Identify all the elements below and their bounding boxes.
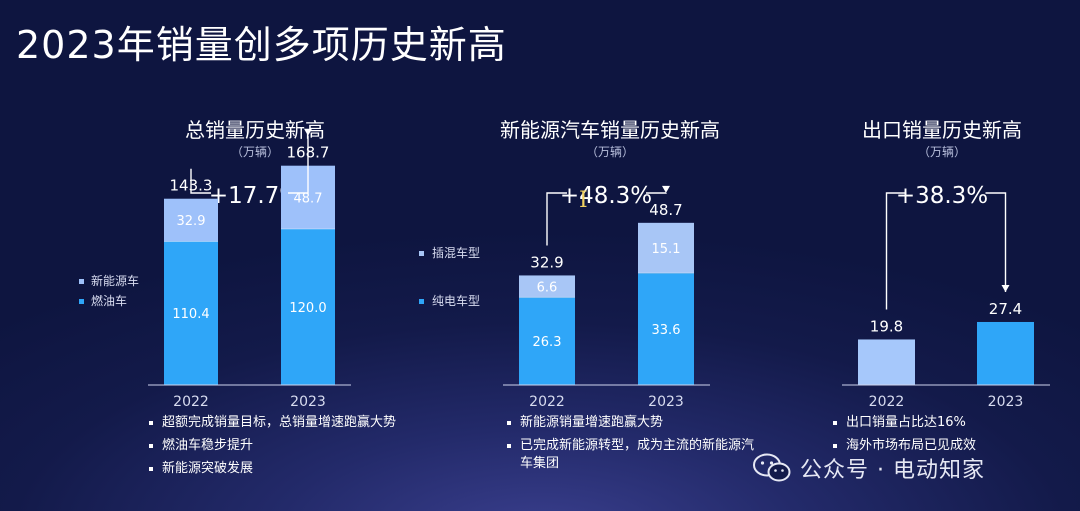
- watermark: 公众号 · 电动知家: [752, 452, 985, 484]
- bullet-item: 超额完成销量目标，总销量增速跑赢大势: [148, 414, 418, 432]
- data-label: 6.6: [537, 280, 558, 295]
- data-label: 26.3: [533, 335, 562, 350]
- data-label: 120.0: [289, 301, 326, 316]
- legend-swatch-ice: [79, 299, 84, 304]
- data-label: 48.7: [294, 191, 323, 206]
- bar-segment: [638, 273, 694, 385]
- bar-segment: [164, 198, 218, 242]
- watermark-text: 公众号 · 电动知家: [800, 458, 985, 483]
- total-label: 32.9: [530, 253, 563, 271]
- bar-segment: [281, 229, 335, 385]
- text-cursor-icon: I: [579, 188, 588, 213]
- bar-segment: [164, 241, 218, 385]
- legend-swatch-bev: [419, 299, 424, 304]
- growth-bracket: [546, 192, 667, 246]
- chart-unit: （万辆）: [918, 145, 966, 159]
- legend-label-bev: 纯电车型: [432, 293, 480, 308]
- x-tick-label: 2023: [290, 394, 326, 410]
- bullet-item: 新能源突破发展: [148, 460, 418, 478]
- growth-label: +48.3%: [560, 183, 652, 209]
- total-label: 19.8: [870, 317, 903, 335]
- x-tick-label: 2022: [173, 394, 209, 410]
- bullet-item: 新能源销量增速跑赢大势: [506, 414, 758, 432]
- total-label: 27.4: [989, 300, 1022, 318]
- arrow-head: [304, 128, 312, 136]
- legend-label-ice: 燃油车: [91, 293, 127, 308]
- x-tick-label: 2023: [648, 394, 684, 410]
- page-title: 2023年销量创多项历史新高: [16, 23, 507, 67]
- bullet-item: 海外市场布局已见成效: [832, 437, 1062, 455]
- bullet-item: 已完成新能源转型，成为主流的新能源汽车集团: [506, 437, 758, 473]
- legend-swatch-phev: [419, 251, 424, 256]
- bar-segment: [638, 222, 694, 274]
- legend-label-nev: 新能源车: [91, 273, 139, 288]
- bar-segment: [519, 275, 575, 298]
- legend-label-phev: 插混车型: [432, 245, 480, 260]
- arrow-head: [662, 185, 670, 193]
- chart-title: 新能源汽车销量历史新高: [500, 118, 720, 142]
- data-label: 110.4: [172, 307, 209, 322]
- arrow-head: [1001, 284, 1010, 292]
- bar: [977, 321, 1034, 385]
- data-label: 32.9: [177, 214, 206, 229]
- chart-legend: 新能源车 燃油车: [79, 273, 139, 308]
- bar-segment: [519, 297, 575, 385]
- chart-nev-sales: 新能源汽车销量历史新高 （万辆） +48.3% 26.3 6.6 32.9 2022 3…: [419, 118, 720, 410]
- chart-title: 出口销量历史新高: [862, 118, 1022, 142]
- x-tick-label: 2023: [988, 394, 1024, 410]
- bullet-list: 新能源销量增速跑赢大势 已完成新能源转型，成为主流的新能源汽车集团: [506, 414, 758, 478]
- bullet-list: 超额完成销量目标，总销量增速跑赢大势 燃油车稳步提升 新能源突破发展: [148, 414, 418, 483]
- bar: [858, 339, 915, 385]
- chart-unit: （万辆）: [586, 145, 634, 159]
- legend-swatch-nev: [79, 279, 84, 284]
- data-label: 15.1: [652, 242, 681, 257]
- bullet-item: 燃油车稳步提升: [148, 437, 418, 455]
- data-label: 33.6: [652, 323, 681, 338]
- growth-bracket: [190, 135, 309, 194]
- wechat-icon: [753, 453, 791, 482]
- chart-total-sales: 总销量历史新高 （万辆） +17.7% 110.432.9143.3202212…: [79, 118, 351, 410]
- x-tick-label: 2022: [529, 394, 565, 410]
- total-label: 48.7: [649, 201, 682, 219]
- chart-title: 总销量历史新高: [185, 118, 325, 142]
- x-tick-label: 2022: [869, 394, 905, 410]
- bullet-item: 出口销量占比达16%: [832, 414, 1062, 432]
- chart-legend: 插混车型 纯电车型: [419, 245, 480, 308]
- growth-label: +38.3%: [896, 183, 988, 209]
- chart-unit: （万辆）: [231, 145, 279, 159]
- bullet-list: 出口销量占比达16% 海外市场布局已见成效: [832, 414, 1062, 460]
- growth-bracket: [885, 192, 1007, 310]
- chart-panel-total-sales: 总销量历史新高 （万辆） +17.7% 110.4 32.9 143.3 2022 12…: [0, 0, 396, 511]
